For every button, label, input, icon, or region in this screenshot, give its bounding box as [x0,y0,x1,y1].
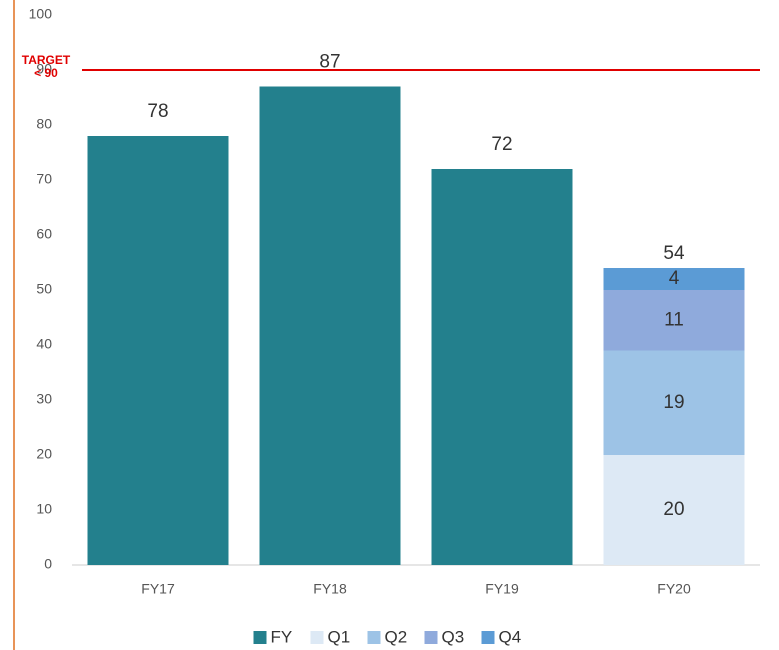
bar-segment [431,169,573,565]
value-label: 19 [663,392,684,413]
legend-label: Q3 [442,627,465,646]
bar-segment [603,350,745,455]
bar-segment [603,268,745,290]
value-label: 87 [319,52,340,73]
y-tick-label: 60 [36,226,52,242]
bar-segment [259,86,401,565]
target-label: TARGET [22,53,71,67]
value-label: 11 [664,309,684,330]
x-tick-label: FY20 [657,581,691,597]
bar-segment [603,290,745,351]
target-label: < 90 [34,66,58,80]
legend-swatch [310,631,324,644]
legend-label: Q4 [499,627,522,646]
total-label: 54 [663,243,685,264]
y-tick-label: 90 [36,61,52,77]
y-tick-label: 80 [36,116,52,132]
y-tick-label: 50 [36,281,52,297]
y-tick-label: 0 [44,556,52,572]
bar-segment [603,455,745,565]
bar-segment [87,136,229,565]
y-tick-label: 70 [36,171,52,187]
legend-swatch [481,631,495,644]
legend-label: Q2 [385,627,408,646]
legend-swatch [367,631,381,644]
y-tick-label: 30 [36,391,52,407]
x-tick-label: FY17 [141,581,175,597]
x-tick-label: FY18 [313,581,347,597]
y-tick-label: 40 [36,336,52,352]
value-label: 20 [663,499,684,520]
y-tick-label: 100 [29,6,53,22]
legend-label: FY [271,627,293,646]
y-tick-label: 10 [36,501,52,517]
legend-swatch [253,631,267,644]
legend-label: Q1 [328,627,351,646]
value-label: 78 [147,101,168,122]
value-label: 4 [669,268,680,289]
value-label: 72 [491,134,512,155]
legend-swatch [424,631,438,644]
y-tick-label: 20 [36,446,52,462]
x-tick-label: FY19 [485,581,519,597]
